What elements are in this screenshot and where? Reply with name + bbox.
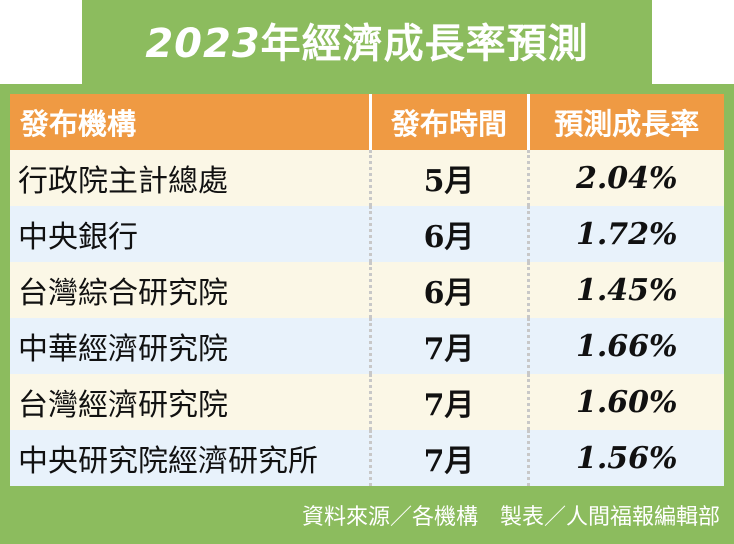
source-credit: 資料來源／各機構 製表／人間福報編輯部 (301, 505, 720, 530)
title-tab (82, 6, 652, 84)
org-cell: 中央研究院經濟研究所 (10, 430, 370, 486)
header-org: 發布機構 (10, 94, 370, 150)
title-rest: 年經濟成長率預測 (260, 21, 589, 67)
org-cell: 中央銀行 (10, 206, 370, 262)
header-rate: 預測成長率 (526, 94, 724, 150)
header-month: 發布時間 (368, 94, 528, 150)
rate-cell: 1.66% (526, 318, 724, 374)
org-cell: 台灣綜合研究院 (10, 262, 370, 318)
month-cell: 5月 (368, 150, 528, 206)
table-row: 行政院主計總處 5月 2.04% (10, 150, 724, 206)
rate-cell: 1.60% (526, 374, 724, 430)
rate-cell: 2.04% (526, 150, 724, 206)
rate-cell: 1.45% (526, 262, 724, 318)
month-cell: 7月 (368, 318, 528, 374)
org-cell: 行政院主計總處 (10, 150, 370, 206)
table-header-row: 發布機構 發布時間 預測成長率 (10, 94, 724, 150)
table-row: 中央銀行 6月 1.72% (10, 206, 724, 262)
month-cell: 7月 (368, 374, 528, 430)
table-row: 中華經濟研究院 7月 1.66% (10, 318, 724, 374)
month-cell: 6月 (368, 262, 528, 318)
rate-cell: 1.56% (526, 430, 724, 486)
table-row: 台灣綜合研究院 6月 1.45% (10, 262, 724, 318)
forecast-table-area: 發布機構 發布時間 預測成長率 行政院主計總處 5月 2.04% 中央銀行 6月… (10, 94, 724, 488)
rate-cell: 1.72% (526, 206, 724, 262)
table-row: 台灣經濟研究院 7月 1.60% (10, 374, 724, 430)
org-cell: 台灣經濟研究院 (10, 374, 370, 430)
month-cell: 6月 (368, 206, 528, 262)
month-cell: 7月 (368, 430, 528, 486)
forecast-table: 發布機構 發布時間 預測成長率 行政院主計總處 5月 2.04% 中央銀行 6月… (10, 94, 724, 486)
title-year: 2023 (145, 21, 261, 67)
page-title: 2023年經濟成長率預測 (82, 14, 652, 74)
org-cell: 中華經濟研究院 (10, 318, 370, 374)
table-row: 中央研究院經濟研究所 7月 1.56% (10, 430, 724, 486)
